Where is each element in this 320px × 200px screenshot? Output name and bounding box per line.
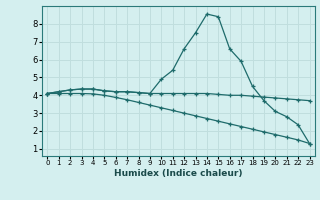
X-axis label: Humidex (Indice chaleur): Humidex (Indice chaleur) [114,169,243,178]
